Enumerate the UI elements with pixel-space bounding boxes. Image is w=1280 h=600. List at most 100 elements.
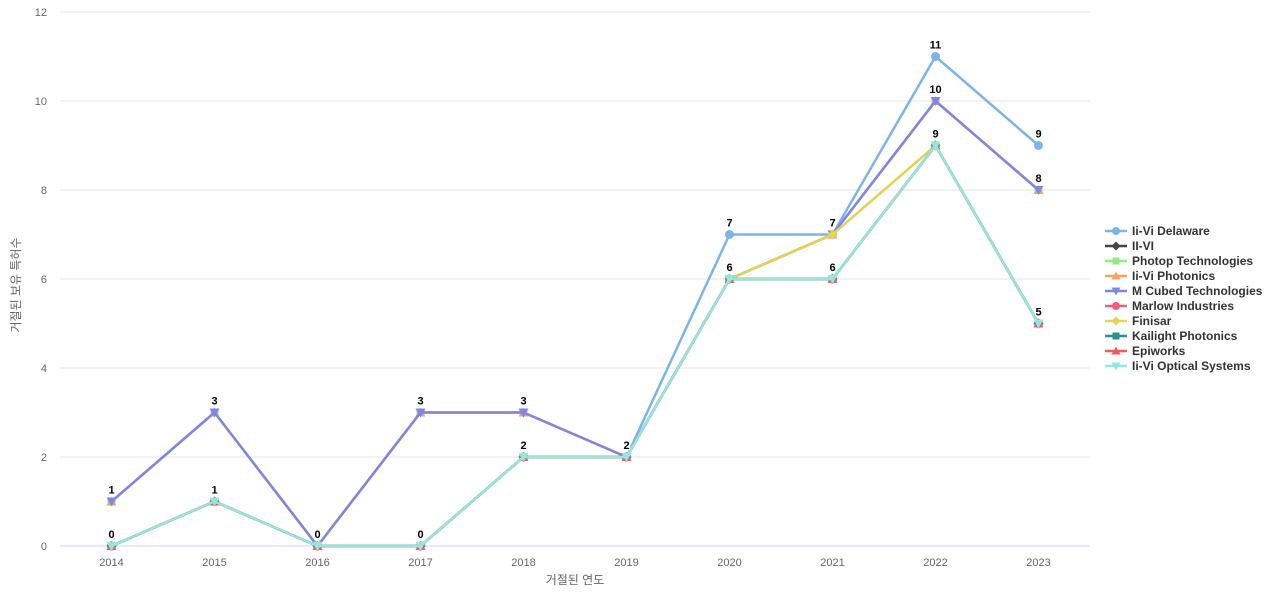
y-tick-label: 8: [41, 185, 47, 197]
legend-item-ii-vi[interactable]: II-VI: [1105, 238, 1262, 253]
x-tick-label: 2016: [305, 557, 329, 569]
legend-marker-triangle-icon: [1105, 271, 1127, 279]
data-label: 8: [1035, 173, 1041, 185]
data-point-m-cubed-technologies-2017: [415, 408, 426, 418]
series-line-epiworks: [110, 144, 1040, 548]
data-point-ii-vi-optical-systems-2021: [827, 275, 838, 284]
data-point-ii-vi-optical-systems-2016: [312, 542, 323, 551]
x-tick-label: 2020: [717, 557, 741, 569]
data-point-ii-vi-delaware-2023: [1034, 141, 1043, 150]
x-tick-label: 2021: [820, 557, 844, 569]
data-label: 0: [108, 529, 114, 541]
data-point-ii-vi-optical-systems-2014: [106, 542, 117, 551]
y-axis-title: 거절된 보유 특허수: [9, 238, 23, 333]
legend-marker-square-icon: [1105, 332, 1127, 339]
y-tick-label: 0: [41, 541, 47, 553]
legend-item-ii-vi-delaware[interactable]: Ii-Vi Delaware: [1105, 223, 1262, 238]
legend-item-finisar[interactable]: Finisar: [1105, 313, 1262, 328]
legend-label: Ii-Vi Optical Systems: [1132, 358, 1251, 373]
data-point-m-cubed-technologies-2014: [106, 497, 117, 507]
data-label: 5: [1035, 307, 1041, 319]
data-label: 2: [520, 440, 526, 452]
series-line-photop-technologies: [110, 99, 1040, 548]
x-tick-label: 2023: [1026, 557, 1050, 569]
legend-label: Marlow Industries: [1132, 298, 1235, 313]
legend-item-ii-vi-photonics[interactable]: Ii-Vi Photonics: [1105, 268, 1262, 283]
data-point-ii-vi-optical-systems-2023: [1033, 319, 1044, 329]
data-label: 1: [108, 485, 114, 497]
series-line-ii-vi-delaware: [625, 55, 1040, 459]
legend-label: II-VI: [1132, 238, 1155, 253]
data-label: 7: [829, 218, 835, 230]
data-point-ii-vi-optical-systems-2015: [209, 497, 220, 507]
legend-marker-diamond-icon: [1105, 316, 1127, 325]
legend-item-ii-vi-optical-systems[interactable]: Ii-Vi Optical Systems: [1105, 358, 1262, 373]
legend-marker-circle-icon: [1105, 226, 1127, 235]
y-tick-label: 4: [41, 363, 47, 375]
data-label: 6: [726, 262, 732, 274]
data-point-ii-vi-optical-systems-2017: [415, 542, 426, 551]
legend-item-m-cubed-technologies[interactable]: M Cubed Technologies: [1105, 283, 1262, 298]
legend-item-photop-technologies[interactable]: Photop Technologies: [1105, 253, 1262, 268]
series-line-finisar: [728, 144, 937, 281]
x-tick-label: 2017: [408, 557, 432, 569]
data-point-ii-vi-delaware-2020: [725, 230, 734, 239]
series-layer: [106, 52, 1044, 551]
series-line-ii-vi: [110, 144, 1040, 548]
x-tick-label: 2014: [99, 557, 123, 569]
series-line-ii-vi-photonics: [110, 99, 1040, 548]
data-label: 9: [1035, 129, 1041, 141]
legend-label: Kailight Photonics: [1132, 328, 1238, 343]
legend-marker-square-icon: [1105, 257, 1127, 264]
legend-marker-triangle-down-icon: [1105, 287, 1127, 295]
data-point-m-cubed-technologies-2015: [209, 408, 220, 418]
legend-label: Ii-Vi Photonics: [1132, 268, 1216, 283]
data-label: 11: [930, 40, 942, 52]
y-tick-label: 12: [35, 7, 47, 19]
x-tick-label: 2018: [511, 557, 535, 569]
legend-marker-triangle-down-icon: [1105, 362, 1127, 370]
legend-label: Finisar: [1132, 313, 1172, 328]
data-point-ii-vi-optical-systems-2019: [621, 453, 632, 462]
data-label: 2: [623, 440, 629, 452]
data-label: 7: [726, 218, 732, 230]
legend-item-epiworks[interactable]: Epiworks: [1105, 343, 1262, 358]
data-label: 1: [211, 485, 217, 497]
data-point-m-cubed-technologies-2023: [1033, 186, 1044, 195]
data-label: 10: [929, 84, 941, 96]
data-point-m-cubed-technologies-2022: [930, 97, 941, 106]
data-label: 9: [932, 129, 938, 141]
data-label: 3: [520, 396, 526, 408]
data-point-ii-vi-optical-systems-2018: [518, 453, 529, 462]
series-line-kailight-photonics: [110, 144, 1040, 548]
legend-item-marlow-industries[interactable]: Marlow Industries: [1105, 298, 1262, 313]
data-point-ii-vi-delaware-2022: [931, 52, 940, 61]
legend-label: Photop Technologies: [1132, 253, 1254, 268]
x-tick-label: 2019: [614, 557, 638, 569]
y-tick-label: 10: [35, 96, 47, 108]
series-line-m-cubed-technologies: [110, 99, 1040, 548]
legend-marker-circle-icon: [1105, 301, 1127, 310]
data-point-ii-vi-optical-systems-2022: [930, 141, 941, 151]
data-label: 0: [314, 529, 320, 541]
data-label: 3: [211, 396, 217, 408]
data-label: 3: [417, 396, 423, 408]
data-point-ii-vi-optical-systems-2020: [724, 275, 735, 284]
data-point-m-cubed-technologies-2018: [518, 408, 529, 418]
data-label: 0: [417, 529, 423, 541]
grid-layer: [60, 11, 1090, 547]
series-line-ii-vi-optical-systems: [110, 144, 1040, 548]
x-axis-title: 거절된 연도: [546, 573, 605, 587]
data-label: 6: [829, 262, 835, 274]
y-tick-label: 6: [41, 274, 47, 286]
legend-item-kailight-photonics[interactable]: Kailight Photonics: [1105, 328, 1262, 343]
series-line-marlow-industries: [110, 144, 1040, 548]
x-tick-label: 2015: [202, 557, 226, 569]
legend-label: M Cubed Technologies: [1132, 283, 1263, 298]
legend-label: Epiworks: [1132, 343, 1186, 358]
legend: Ii-Vi Delaware II-VI Photop Technologies Ii…: [1105, 223, 1262, 373]
